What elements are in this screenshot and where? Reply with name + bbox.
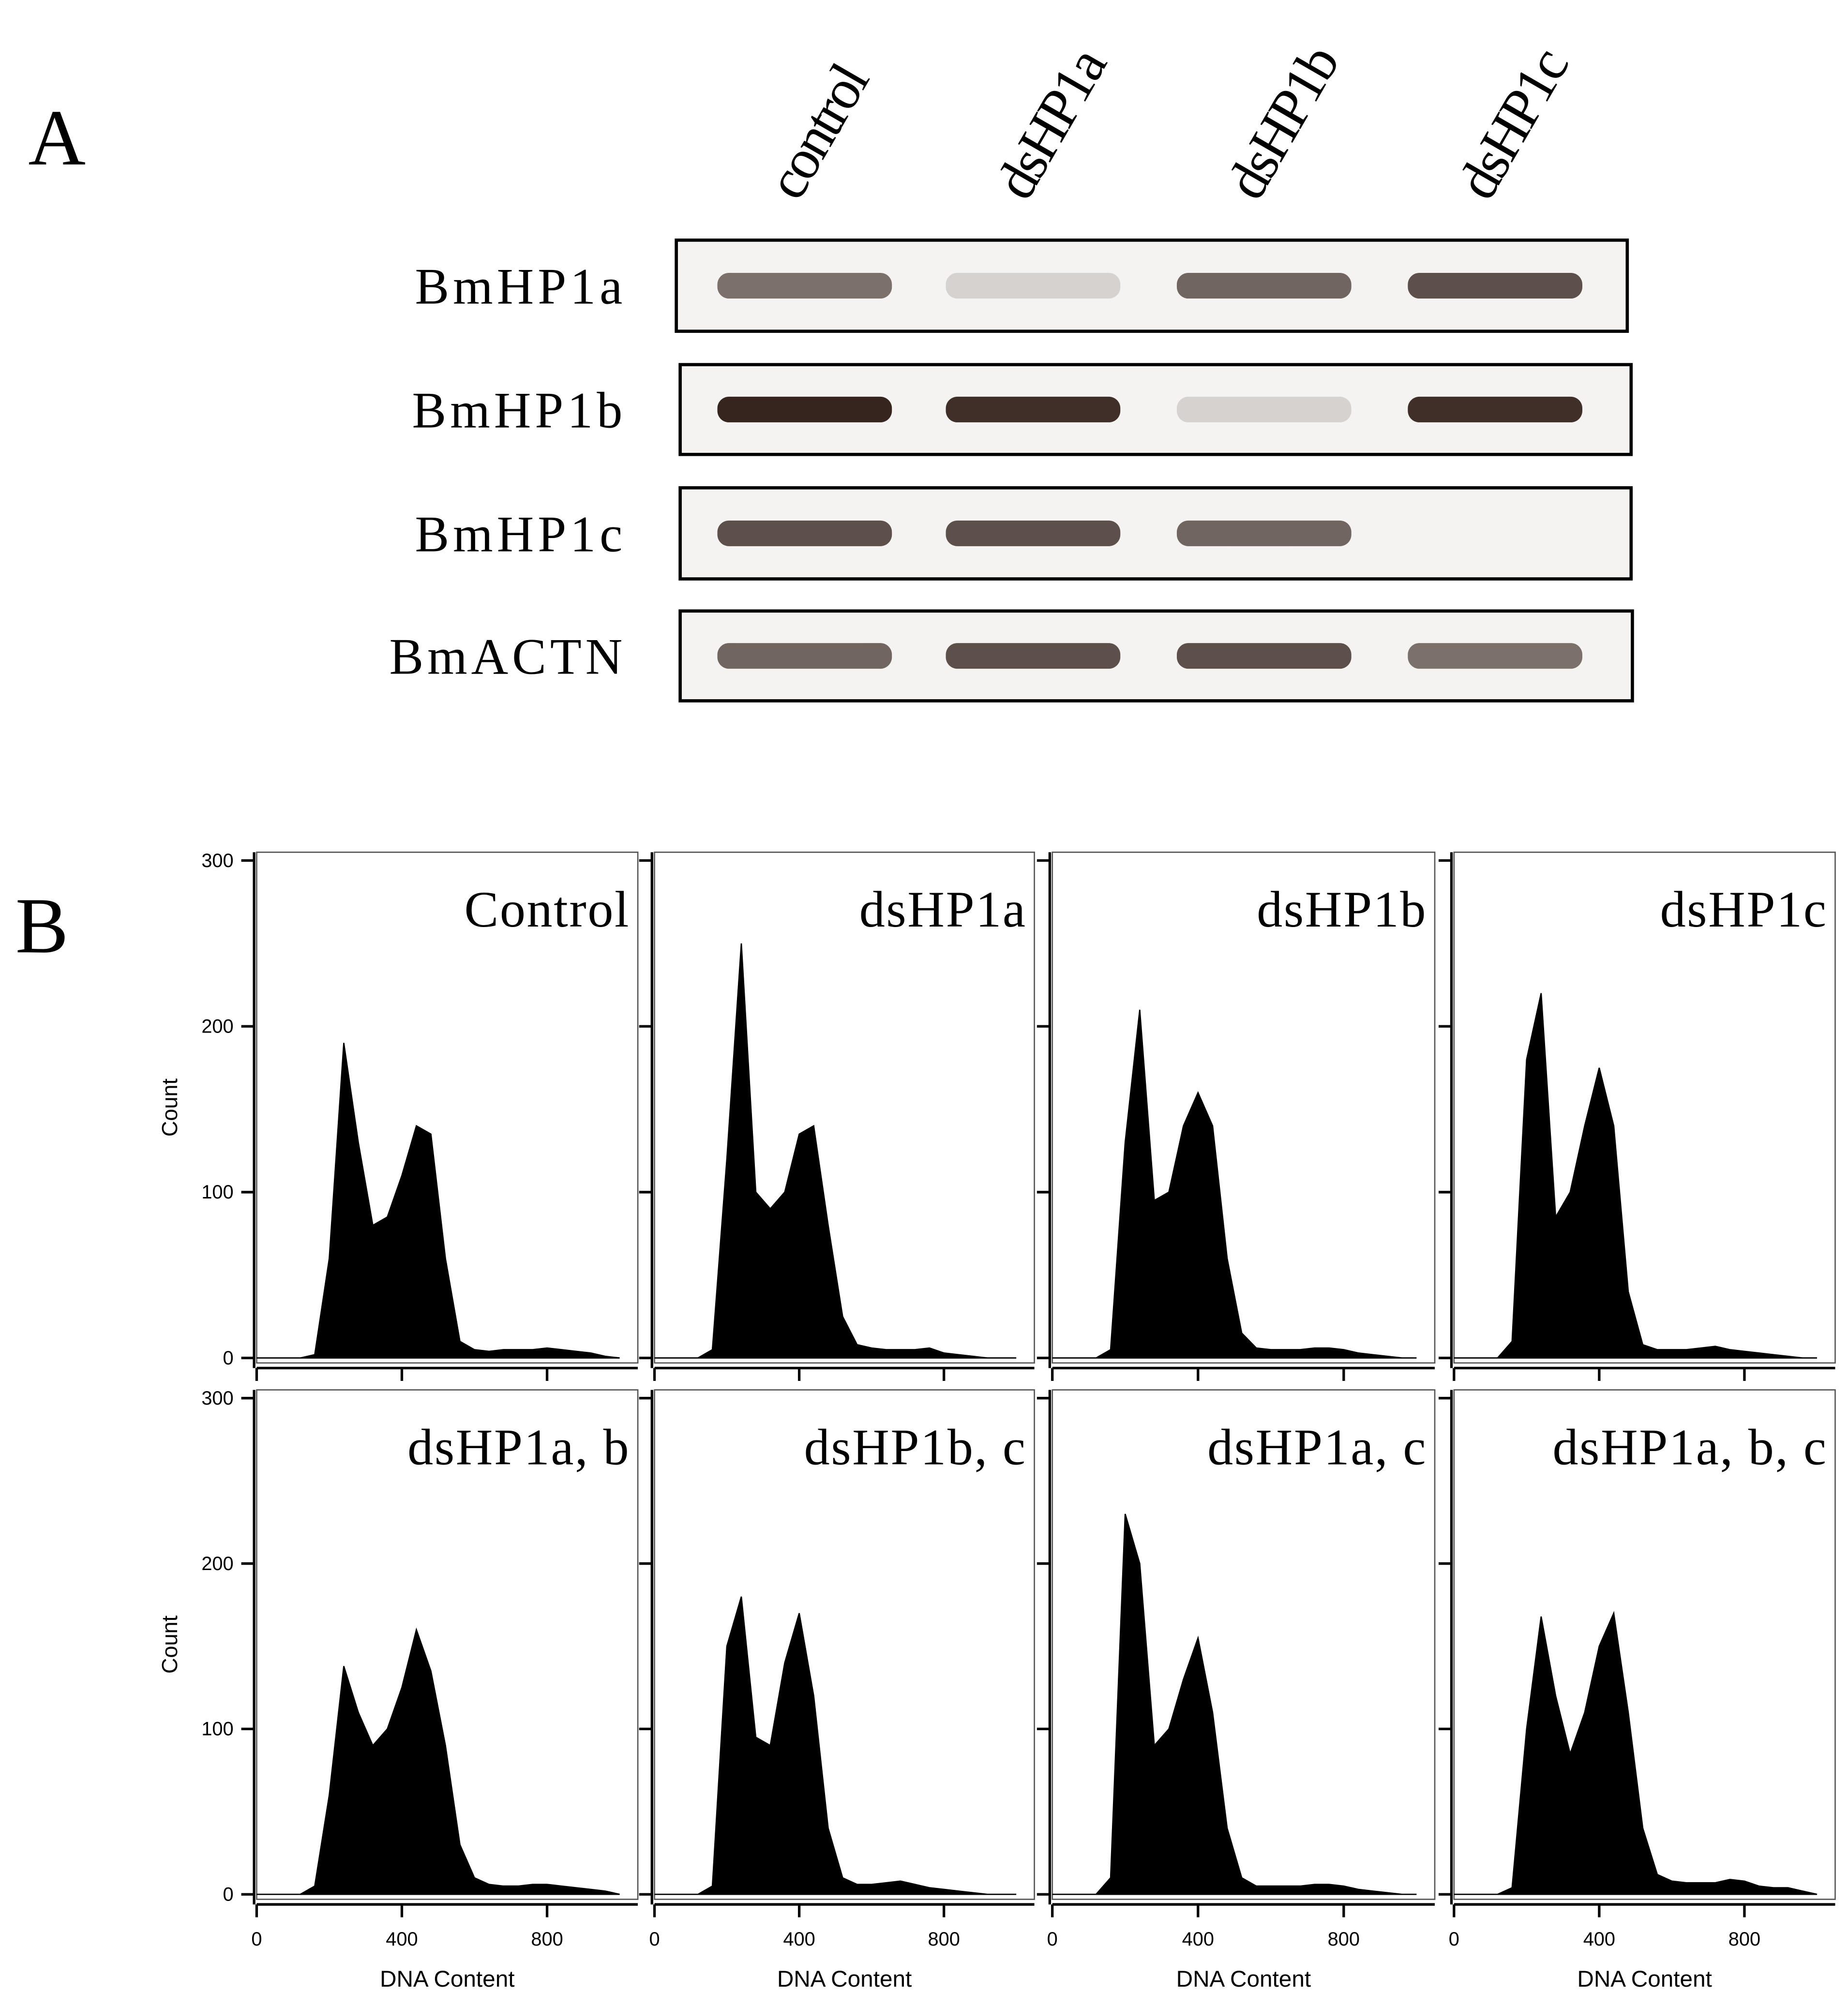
gene-label: BmHP1a [415,258,626,315]
gel-band [717,520,892,546]
gel-band [1176,396,1352,422]
gel-band [1176,520,1352,546]
x-axis-label: DNA Content [380,1966,515,1992]
y-tick-label: 300 [201,850,233,871]
gel-band [717,643,892,669]
x-tick-label: 400 [1583,1929,1615,1950]
histogram-area [256,1043,620,1359]
histogram-area [1052,1009,1417,1359]
panel-title: dsHP1b, c [804,1418,1027,1475]
y-tick-label: 100 [201,1719,233,1740]
histogram-area [654,943,1017,1359]
gel-band [1408,521,1582,546]
panel-title: Control [464,881,630,938]
gel-band [946,272,1121,299]
x-axis-label: DNA Content [1577,1966,1712,1992]
x-axis-label: DNA Content [777,1966,912,1992]
gene-label: BmHP1c [415,505,626,562]
panel-title: dsHP1b [1257,881,1427,938]
lane-label: dsHP1c [1445,38,1580,210]
x-tick-label: 400 [1182,1929,1214,1950]
x-tick-label: 0 [1449,1929,1459,1950]
y-tick-label: 0 [223,1884,234,1905]
gel-band [1408,643,1583,669]
plot-frame [1453,1389,1836,1900]
x-tick-label: 0 [649,1929,660,1950]
gel-band [1408,272,1583,299]
gel-band [717,272,892,299]
x-tick-label: 800 [531,1929,563,1950]
panel-title: dsHP1a, b, c [1552,1418,1827,1475]
panel-label: B [15,881,69,970]
lane-label: dsHP1b [1215,36,1351,210]
x-tick-label: 800 [1728,1929,1760,1950]
panel-title: dsHP1a [859,881,1027,938]
y-tick-label: 0 [223,1347,234,1369]
panel-label: A [28,93,86,182]
histogram-area [256,1627,620,1895]
x-tick-label: 800 [1328,1929,1360,1950]
panel-title: dsHP1a, c [1207,1418,1427,1475]
gel-band [717,396,892,422]
lane-label: control [755,53,881,209]
y-tick-label: 200 [201,1553,233,1574]
histogram-area [1454,993,1817,1359]
gel-band [946,396,1121,422]
gene-label: BmACTN [389,628,626,685]
gene-label: BmHP1b [412,382,627,439]
histogram-area [1454,1611,1818,1895]
histogram-area [654,1596,1017,1895]
gel-band [1408,396,1583,422]
y-tick-label: 300 [201,1388,233,1409]
gel-band [1176,272,1352,299]
x-axis-label: DNA Content [1176,1966,1311,1992]
x-tick-label: 800 [928,1929,960,1950]
x-tick-label: 400 [386,1929,418,1950]
y-axis-label: Count [157,1615,182,1674]
x-tick-label: 0 [1047,1929,1058,1950]
panel-title: dsHP1a, b [407,1418,630,1475]
histogram-area [1052,1513,1417,1895]
y-tick-label: 100 [201,1182,233,1203]
lane-label: dsHP1a [983,37,1119,209]
gel-band [1176,643,1352,669]
gel-band [946,520,1121,546]
y-tick-label: 200 [201,1016,233,1037]
y-axis-label: Count [157,1078,182,1137]
x-tick-label: 0 [251,1929,262,1950]
panel-title: dsHP1c [1660,881,1828,938]
gel-band [946,643,1121,669]
x-tick-label: 400 [783,1929,815,1950]
